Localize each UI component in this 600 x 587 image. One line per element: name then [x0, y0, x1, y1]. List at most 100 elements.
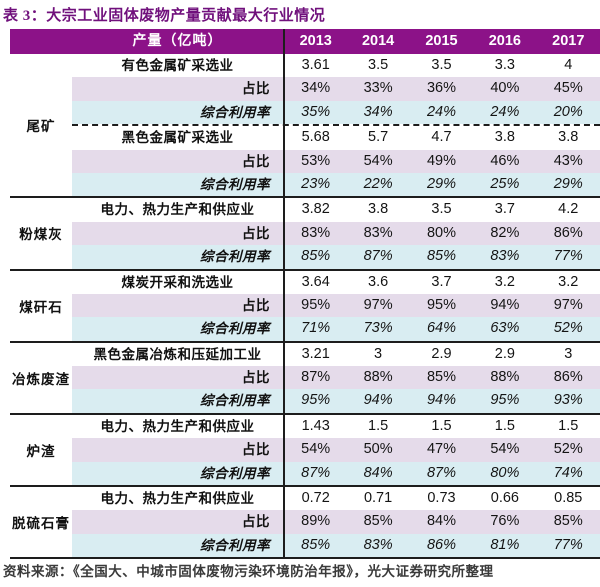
output-value: 0.71: [363, 490, 393, 507]
share-label: 占比: [242, 442, 270, 458]
utilization-value: 23%: [283, 172, 346, 197]
output-value: 4.7: [431, 129, 452, 146]
industry-block: 有色金属矿采选业 3.61 3.5 3.5 3.3 4 占比 34% 33% 36% 40% 45% 综…: [72, 54, 600, 125]
waste-category-group: 煤矸石 煤炭开采和洗选业 3.64 3.6 3.7 3.2 3.2 占比 95% 97% 95% 94…: [10, 268, 600, 341]
utilization-label: 综合利用率: [200, 465, 270, 481]
output-value: 3.3: [494, 57, 515, 73]
group-rows: 黑色金属冶炼和压延加工业 3.21 3 2.9 2.9 3 占比 87% 88% 85% 88% 86…: [72, 342, 600, 413]
utilization-value: 87%: [283, 461, 346, 486]
utilization-value: 24%: [490, 103, 520, 120]
utilization-value: 22%: [363, 175, 393, 192]
share-label: 占比: [242, 81, 270, 97]
table-body: 尾矿 有色金属矿采选业 3.61 3.5 3.5 3.3 4 占比 34% 33% 36% 40% 45…: [10, 54, 600, 558]
table-row: 占比 53% 54% 49% 46% 43%: [72, 149, 600, 173]
industry-name: 煤炭开采和洗选业: [121, 274, 234, 290]
source-note: 资料来源：《全国大、中城市固体废物污染环境防治年报》，光大证券研究所整理: [3, 564, 494, 580]
output-value: 3.5: [368, 57, 389, 73]
utilization-value: 34%: [363, 103, 393, 120]
output-value: 3.5: [431, 57, 452, 73]
waste-category-group: 尾矿 有色金属矿采选业 3.61 3.5 3.5 3.3 4 占比 34% 33% 36% 40% 45…: [10, 54, 600, 197]
utilization-value: 81%: [490, 536, 520, 553]
table-row: 有色金属矿采选业 3.61 3.5 3.5 3.3 4: [72, 54, 600, 78]
utilization-value: 73%: [363, 320, 393, 337]
industry-name: 电力、热力生产和供应业: [100, 418, 255, 434]
utilization-label: 综合利用率: [200, 176, 270, 192]
utilization-value: 94%: [426, 392, 456, 409]
utilization-label: 综合利用率: [200, 393, 270, 409]
share-value: 54%: [283, 438, 346, 462]
industry-block: 电力、热力生产和供应业 0.72 0.71 0.73 0.66 0.85 占比 89% 85% 8…: [72, 487, 600, 558]
utilization-value: 63%: [490, 320, 520, 337]
output-value: 1.5: [368, 417, 389, 434]
header-year-2014: 2014: [361, 33, 395, 49]
output-value: 1.5: [431, 417, 452, 434]
share-value: 85%: [553, 513, 583, 530]
share-value: 46%: [490, 152, 520, 169]
group-label: 粉煤灰: [19, 227, 63, 243]
utilization-value: 83%: [490, 248, 520, 265]
table-row: 综合利用率 23% 22% 29% 25% 29%: [72, 172, 600, 197]
table-row: 占比 95% 97% 95% 94% 97%: [72, 293, 600, 318]
utilization-value: 95%: [283, 389, 346, 413]
utilization-value: 64%: [426, 320, 456, 337]
header-year-2017: 2017: [552, 33, 585, 49]
output-value: 4.2: [558, 201, 579, 218]
group-label: 尾矿: [26, 119, 56, 135]
output-value: 3.8: [368, 201, 389, 218]
utilization-value: 74%: [553, 464, 583, 481]
header-output-unit-label: 产量（亿吨）: [132, 34, 223, 49]
output-value: 4: [564, 57, 573, 73]
share-value: 94%: [490, 296, 520, 313]
group-rows: 有色金属矿采选业 3.61 3.5 3.5 3.3 4 占比 34% 33% 36% 40% 45% 综…: [72, 54, 600, 197]
waste-category-group: 脱硫石膏 电力、热力生产和供应业 0.72 0.71 0.73 0.66 0.85 占比 89%…: [10, 485, 600, 558]
group-rows: 电力、热力生产和供应业 3.82 3.8 3.5 3.7 4.2 占比 83% 83% 80% 82…: [72, 198, 600, 269]
share-value: 40%: [490, 80, 520, 97]
output-value: 3.6: [368, 273, 389, 290]
utilization-value: 83%: [363, 536, 393, 553]
share-label: 占比: [242, 225, 270, 241]
share-value: 95%: [283, 293, 346, 318]
output-value: 3: [374, 345, 383, 362]
share-value: 95%: [426, 296, 456, 313]
output-value: 5.7: [368, 129, 389, 146]
utilization-value: 29%: [553, 175, 583, 192]
share-value: 84%: [426, 513, 456, 530]
output-value: 3.64: [283, 270, 346, 294]
share-label: 占比: [242, 514, 270, 530]
table-row: 电力、热力生产和供应业 1.43 1.5 1.5 1.5 1.5: [72, 414, 600, 439]
header-year-2013: 2013: [283, 29, 346, 54]
industry-block: 黑色金属矿采选业 5.68 5.7 4.7 3.8 3.8 占比 53% 54% 49% 46% 43…: [72, 124, 600, 197]
output-value: 3.5: [431, 201, 452, 218]
utilization-value: 85%: [283, 245, 346, 269]
table-row: 占比 89% 85% 84% 76% 85%: [72, 510, 600, 534]
table-title: 表 3：大宗工业固体废物产量贡献最大行业情况: [3, 8, 326, 24]
share-value: 88%: [363, 369, 393, 386]
industry-name: 电力、热力生产和供应业: [100, 202, 255, 218]
utilization-value: 25%: [490, 175, 520, 192]
output-value: 1.43: [283, 414, 346, 439]
share-value: 82%: [490, 224, 520, 241]
waste-category-group: 冶炼废渣 黑色金属冶炼和压延加工业 3.21 3 2.9 2.9 3 占比 87% 88% 85% 8…: [10, 340, 600, 413]
table-header-row: 产量（亿吨） 2013 2014 2015 2016 2017: [10, 29, 600, 54]
table-row: 占比 54% 50% 47% 54% 52%: [72, 438, 600, 462]
share-value: 80%: [426, 224, 456, 241]
output-value: 0.85: [554, 490, 583, 507]
share-value: 76%: [490, 513, 520, 530]
utilization-label: 综合利用率: [200, 249, 270, 265]
output-value: 3.7: [494, 201, 515, 218]
output-value: 3.61: [283, 54, 346, 78]
output-value: 5.68: [283, 126, 346, 150]
utilization-label: 综合利用率: [200, 537, 270, 553]
utilization-value: 77%: [553, 536, 583, 553]
table-row: 占比 83% 83% 80% 82% 86%: [72, 221, 600, 246]
share-value: 49%: [426, 152, 456, 169]
industry-name: 黑色金属矿采选业: [121, 130, 234, 146]
share-value: 34%: [283, 77, 346, 101]
output-value: 3.8: [558, 129, 579, 146]
utilization-value: 77%: [553, 248, 583, 265]
group-label: 炉渣: [26, 443, 56, 459]
utilization-value: 80%: [490, 464, 520, 481]
table-row: 黑色金属矿采选业 5.68 5.7 4.7 3.8 3.8: [72, 126, 600, 150]
share-value: 36%: [426, 80, 456, 97]
utilization-label: 综合利用率: [200, 321, 270, 337]
